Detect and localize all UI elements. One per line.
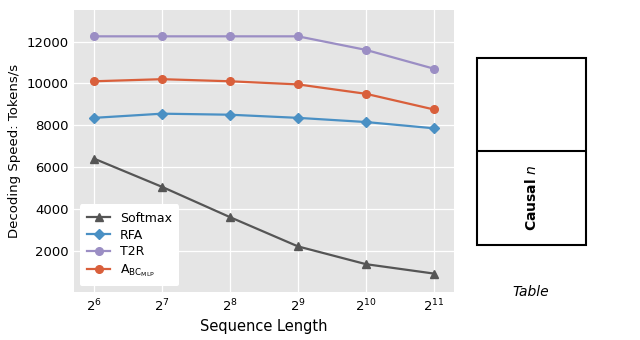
Text: Causal $n$: Causal $n$ [524, 165, 539, 231]
Legend: Softmax, RFA, T2R, A$\mathrm{_{BC_{MLP}}}$: Softmax, RFA, T2R, A$\mathrm{_{BC_{MLP}}… [80, 204, 179, 286]
Text: Table: Table [513, 285, 550, 300]
X-axis label: Sequence Length: Sequence Length [200, 319, 328, 335]
Y-axis label: Decoding Speed: Tokens/s: Decoding Speed: Tokens/s [8, 64, 21, 238]
